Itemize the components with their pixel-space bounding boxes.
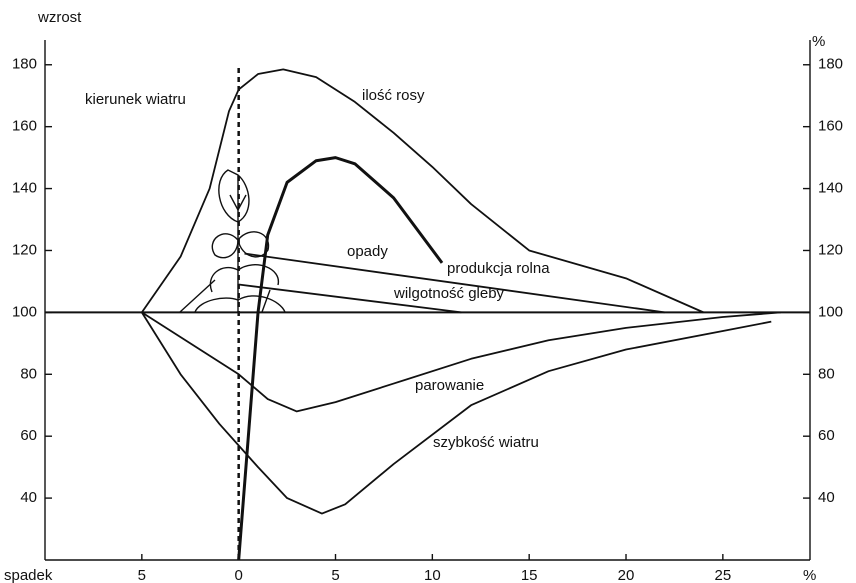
y2-axis-label: %	[812, 33, 825, 50]
y2-tick-label: 140	[818, 180, 843, 197]
annotation: parowanie	[415, 377, 484, 394]
x-axis-label-left: spadek	[4, 567, 53, 583]
y2-tick-label: 160	[818, 118, 843, 135]
y-tick-label: 40	[20, 489, 37, 506]
y-tick-label: 60	[20, 427, 37, 444]
annotation: ilość rosy	[362, 87, 425, 104]
y2-tick-label: 60	[818, 427, 835, 444]
y-tick-label: 120	[12, 241, 37, 258]
annotation: szybkość wiatru	[433, 434, 539, 451]
y2-tick-label: 120	[818, 241, 843, 258]
annotation: produkcja rolna	[447, 260, 550, 277]
y2-tick-label: 100	[818, 303, 843, 320]
chart: wzrost % spadek % 4060801001201401601804…	[0, 0, 856, 583]
y-axis-label: wzrost	[37, 9, 82, 26]
y-tick-label: 160	[12, 118, 37, 135]
y2-tick-label: 80	[818, 365, 835, 382]
x-axis-label-right: %	[803, 567, 816, 583]
x-tick-label: 10	[424, 567, 441, 583]
x-tick-label: 20	[618, 567, 635, 583]
y-tick-label: 100	[12, 303, 37, 320]
series-line	[142, 69, 704, 312]
x-tick-label: 5	[331, 567, 339, 583]
x-tick-label: 0	[234, 567, 242, 583]
y2-tick-label: 40	[818, 489, 835, 506]
series-line	[239, 158, 442, 560]
y2-tick-label: 180	[818, 56, 843, 73]
annotation: kierunek wiatru	[85, 91, 186, 108]
annotation: wilgotność gleby	[393, 285, 505, 302]
y-tick-label: 180	[12, 56, 37, 73]
series-line	[142, 312, 771, 513]
annotation: opady	[347, 243, 388, 260]
x-tick-label: 15	[521, 567, 538, 583]
y-tick-label: 140	[12, 180, 37, 197]
plant-drawing	[180, 170, 285, 312]
y-tick-label: 80	[20, 365, 37, 382]
x-tick-label: 5	[138, 567, 146, 583]
x-tick-label: 25	[715, 567, 732, 583]
